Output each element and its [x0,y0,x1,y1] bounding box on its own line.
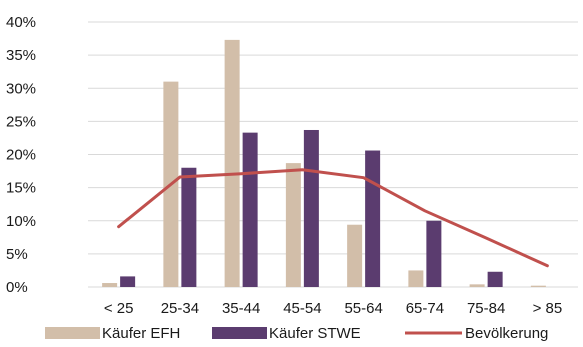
population-line [117,168,549,268]
bar-k-ufer-stwe-4 [365,150,381,287]
bar-k-ufer-efh-7 [530,285,546,287]
y-tick-label: 5% [6,246,28,263]
bar-k-ufer-stwe-2 [242,132,258,287]
y-tick-label: 15% [6,180,36,197]
bar-k-ufer-stwe-6 [487,271,503,287]
x-tick-label: 35-44 [222,300,260,317]
x-axis-ticks: < 25 25-34 35-44 45-54 55-64 65-74 75-84 > 85 [104,300,562,317]
y-tick-label: 10% [6,213,36,230]
legend-label: Käufer EFH [102,325,180,342]
y-tick-label: 25% [6,113,36,130]
y-tick-label: 40% [6,14,36,31]
x-tick-label: 75-84 [467,300,505,317]
bars [102,39,546,288]
bar-k-ufer-stwe-1 [181,167,197,287]
bar-k-ufer-efh-2 [224,39,240,288]
bar-k-ufer-stwe-5 [426,220,442,287]
y-tick-label: 35% [6,47,36,64]
x-tick-label: 25-34 [161,300,199,317]
x-tick-label: 65-74 [406,300,444,317]
bar-k-ufer-efh-4 [347,224,363,287]
bar-k-ufer-stwe-0 [120,276,136,287]
x-tick-label: > 85 [533,300,563,317]
bar-k-ufer-efh-6 [469,284,485,287]
y-tick-label: 0% [6,279,28,296]
x-tick-label: 55-64 [344,300,382,317]
bar-k-ufer-efh-5 [408,270,424,287]
bar-k-ufer-efh-3 [285,163,301,287]
line-series-bevoelkerung [117,168,549,268]
legend-label: Käufer STWE [269,325,361,342]
y-tick-label: 20% [6,147,36,164]
bar-k-ufer-stwe-3 [303,129,319,287]
y-axis-ticks: 0% 5% 10% 15% 20% 25% 30% 35% 40% [6,14,36,296]
bar-k-ufer-efh-0 [102,283,118,287]
legend-swatch [45,327,100,339]
legend: Käufer EFH Käufer STWE Bevölkerung [45,325,548,342]
y-tick-label: 30% [6,80,36,97]
legend-swatch [212,327,267,339]
x-tick-label: < 25 [104,300,134,317]
legend-label: Bevölkerung [465,325,548,342]
x-tick-label: 45-54 [283,300,321,317]
